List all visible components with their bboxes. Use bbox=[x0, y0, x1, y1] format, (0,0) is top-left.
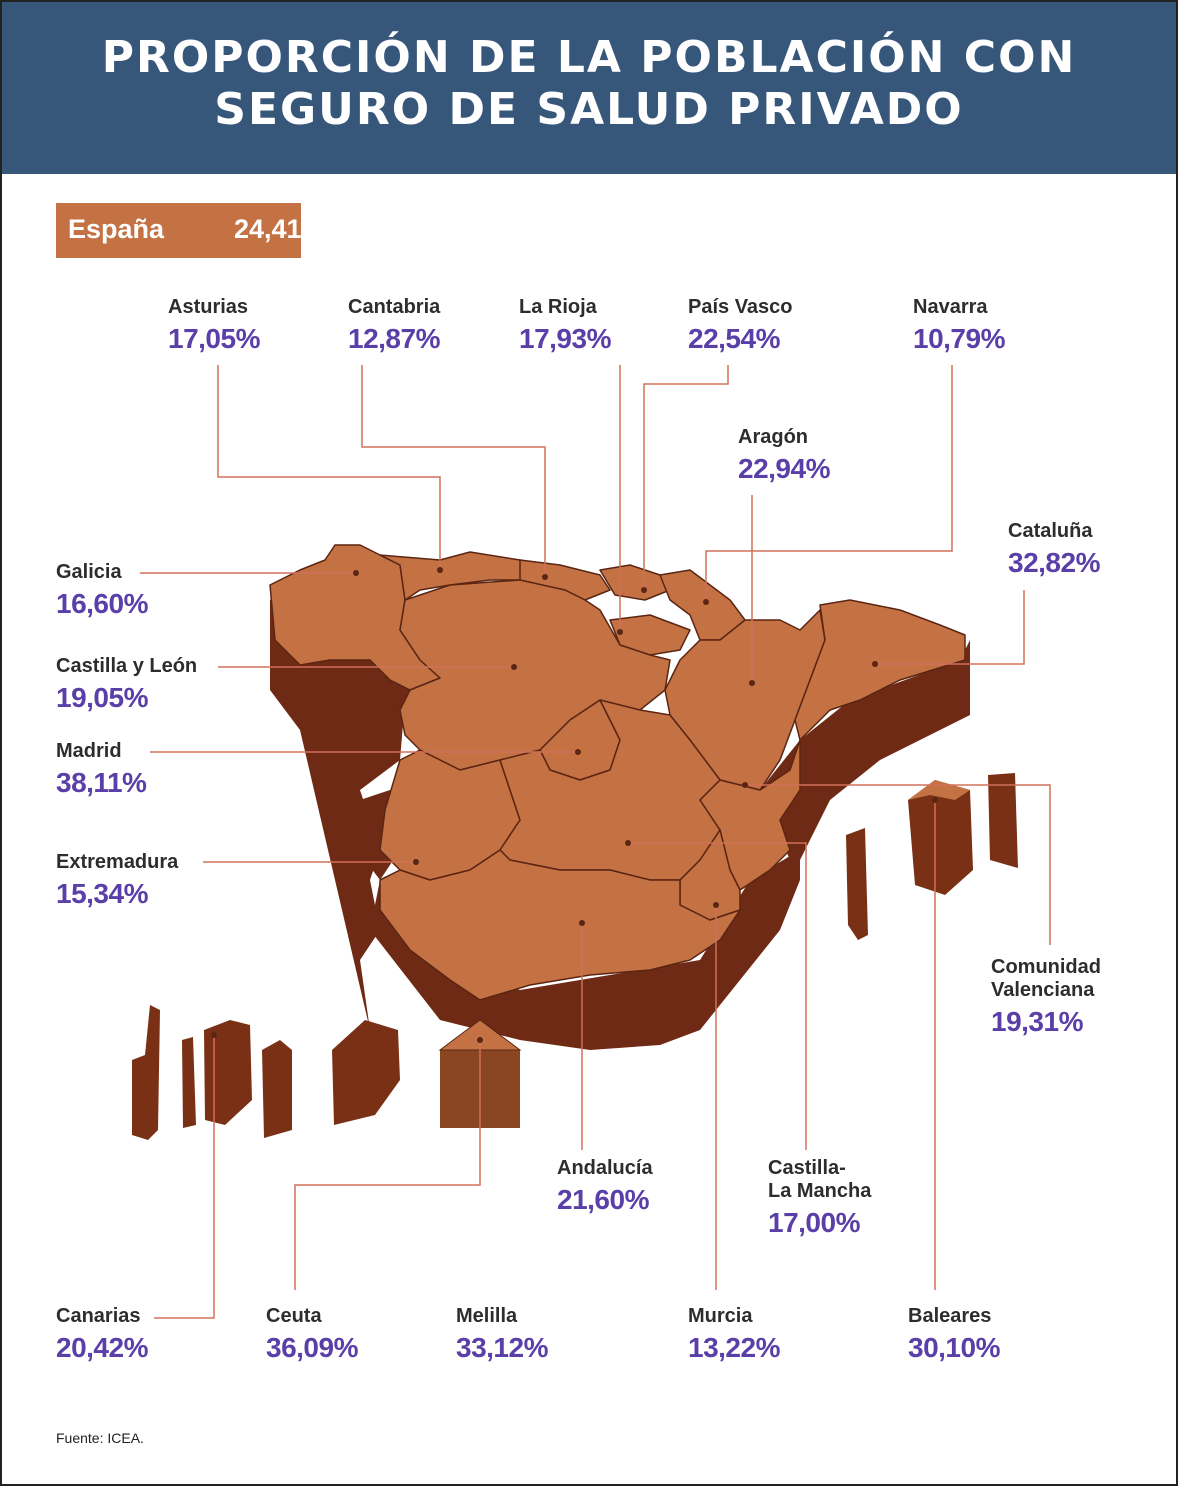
andalucia-region bbox=[379, 849, 741, 1001]
label-baleares: Baleares 30,10% bbox=[908, 1305, 1000, 1364]
title-banner: PROPORCIÓN DE LA POBLACIÓN CON SEGURO DE… bbox=[0, 0, 1178, 174]
label-castilla-la-mancha: Castilla- La Mancha 17,00% bbox=[768, 1157, 871, 1239]
region-name: Baleares bbox=[908, 1305, 992, 1327]
region-value: 19,31% bbox=[991, 1006, 1083, 1037]
leader-cantabria bbox=[361, 365, 546, 577]
region-name: Madrid bbox=[56, 740, 122, 762]
east-wall bbox=[760, 640, 970, 860]
region-value: 13,22% bbox=[688, 1332, 780, 1363]
leader-cataluna bbox=[875, 590, 1025, 665]
region-name: Galicia bbox=[56, 561, 122, 583]
leader-navarra bbox=[705, 365, 953, 602]
region-value: 17,05% bbox=[168, 323, 260, 354]
mainland-extrusion bbox=[270, 575, 970, 1050]
region-name-line-1: Comunidad bbox=[991, 956, 1101, 978]
national-label: España bbox=[68, 214, 165, 244]
region-name: Andalucía bbox=[557, 1157, 653, 1179]
region-name: Melilla bbox=[456, 1305, 518, 1327]
leader-pais-vasco bbox=[643, 365, 729, 590]
island-2 bbox=[182, 1037, 196, 1128]
label-comunidad-valenciana: Comunidad Valenciana 19,31% bbox=[991, 956, 1101, 1038]
label-pais-vasco: País Vasco 22,54% bbox=[688, 296, 793, 355]
region-name: Cataluña bbox=[1008, 520, 1093, 542]
region-value: 20,42% bbox=[56, 1332, 148, 1363]
region-value: 30,10% bbox=[908, 1332, 1000, 1363]
region-value: 22,94% bbox=[738, 453, 830, 484]
region-name: Navarra bbox=[913, 296, 988, 318]
region-name: Asturias bbox=[168, 296, 249, 318]
label-canarias: Canarias 20,42% bbox=[56, 1305, 148, 1364]
label-cantabria: Cantabria 12,87% bbox=[348, 296, 440, 355]
region-value: 17,93% bbox=[519, 323, 611, 354]
region-name-line-2: Valenciana bbox=[991, 979, 1095, 1001]
anchor-dots bbox=[211, 567, 938, 1043]
leader-canarias bbox=[154, 1035, 215, 1319]
region-name: La Rioja bbox=[519, 296, 597, 318]
leader-comunidad-valenciana bbox=[745, 784, 1051, 945]
leader-asturias bbox=[217, 365, 441, 570]
menorca-icon bbox=[988, 773, 1018, 868]
canary-islands bbox=[132, 1005, 400, 1140]
region-value: 32,82% bbox=[1008, 547, 1100, 578]
label-cataluna: Cataluña 32,82% bbox=[1008, 520, 1100, 579]
region-name: Ceuta bbox=[266, 1305, 322, 1327]
region-value: 15,34% bbox=[56, 878, 148, 909]
region-value: 22,54% bbox=[688, 323, 780, 354]
region-value: 33,12% bbox=[456, 1332, 548, 1363]
island-5 bbox=[332, 1020, 400, 1125]
region-name: Extremadura bbox=[56, 851, 179, 873]
label-galicia: Galicia 16,60% bbox=[56, 561, 148, 620]
label-extremadura: Extremadura 15,34% bbox=[56, 851, 178, 910]
title-line-2: SEGURO DE SALUD PRIVADO bbox=[214, 84, 964, 135]
region-name-line-1: Castilla- bbox=[768, 1157, 846, 1179]
region-name: Castilla y León bbox=[56, 655, 198, 677]
region-value: 10,79% bbox=[913, 323, 1005, 354]
label-murcia: Murcia 13,22% bbox=[688, 1305, 780, 1364]
region-value: 19,05% bbox=[56, 682, 148, 713]
region-value: 16,60% bbox=[56, 588, 148, 619]
leader-castilla-la-mancha bbox=[628, 842, 807, 1150]
title-line-1: PROPORCIÓN DE LA POBLACIÓN CON bbox=[101, 32, 1077, 83]
label-ceuta: Ceuta 36,09% bbox=[266, 1305, 358, 1364]
island-1 bbox=[132, 1005, 160, 1140]
region-name: Aragón bbox=[738, 426, 808, 448]
leader-ceuta bbox=[294, 1040, 481, 1290]
label-navarra: Navarra 10,79% bbox=[913, 296, 1005, 355]
island-3 bbox=[204, 1020, 252, 1125]
region-value: 12,87% bbox=[348, 323, 440, 354]
balearic-islands bbox=[846, 773, 1018, 940]
region-name: Canarias bbox=[56, 1305, 141, 1327]
national-average-box: España 24,41% bbox=[56, 203, 326, 258]
leader-lines bbox=[140, 365, 1051, 1319]
mainland-top bbox=[269, 544, 966, 1001]
national-value: 24,41% bbox=[234, 214, 326, 244]
region-name-line-2: La Mancha bbox=[768, 1180, 872, 1202]
source-note: Fuente: ICEA. bbox=[56, 1430, 144, 1446]
mallorca-icon bbox=[908, 780, 973, 895]
region-name: Cantabria bbox=[348, 296, 441, 318]
ibiza-icon bbox=[846, 828, 868, 940]
region-value: 36,09% bbox=[266, 1332, 358, 1363]
label-aragon: Aragón 22,94% bbox=[738, 426, 830, 485]
label-la-rioja: La Rioja 17,93% bbox=[519, 296, 611, 355]
label-andalucia: Andalucía 21,60% bbox=[557, 1157, 653, 1216]
cataluna-region bbox=[794, 599, 966, 741]
south-wall bbox=[370, 850, 800, 1050]
region-name: Murcia bbox=[688, 1305, 753, 1327]
label-castilla-y-leon: Castilla y León 19,05% bbox=[56, 655, 197, 714]
region-value: 21,60% bbox=[557, 1184, 649, 1215]
island-4 bbox=[262, 1040, 292, 1138]
aragon-region bbox=[664, 609, 826, 791]
galicia-wall bbox=[270, 575, 440, 1030]
label-asturias: Asturias 17,05% bbox=[168, 296, 260, 355]
region-value: 38,11% bbox=[56, 767, 147, 798]
region-value: 17,00% bbox=[768, 1207, 860, 1238]
label-madrid: Madrid 38,11% bbox=[56, 740, 147, 799]
label-melilla: Melilla 33,12% bbox=[456, 1305, 548, 1364]
region-name: País Vasco bbox=[688, 296, 793, 318]
